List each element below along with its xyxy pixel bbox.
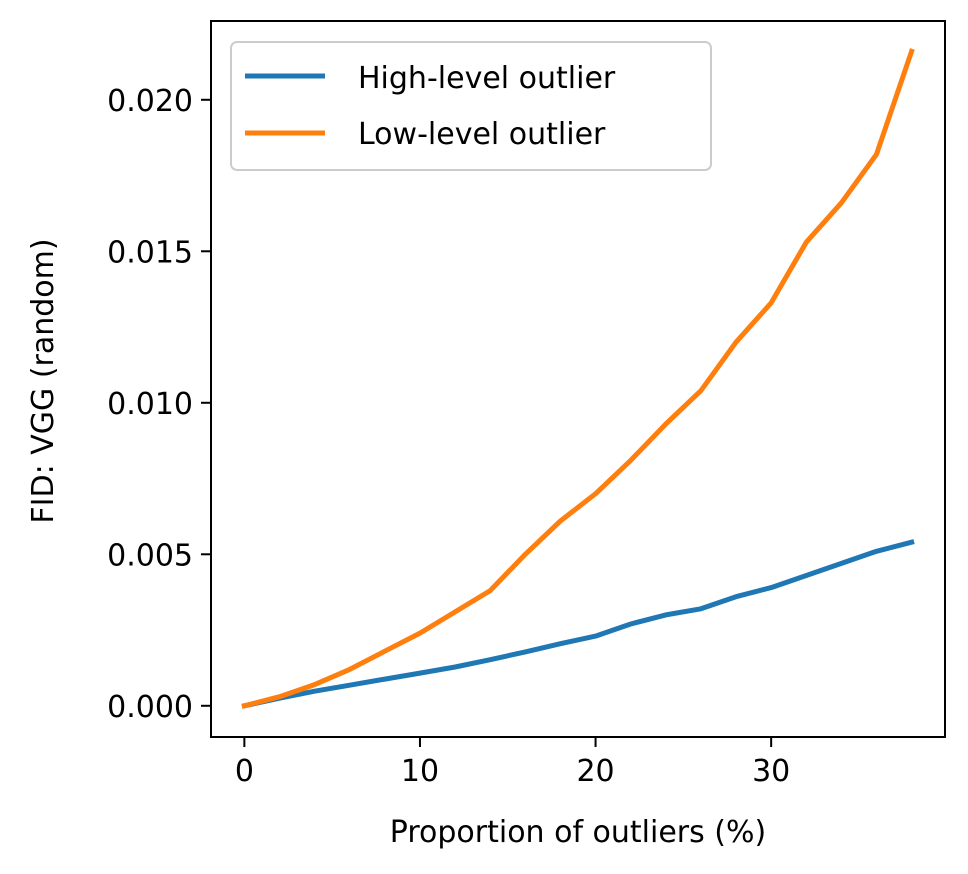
y-tick-label: 0.015 xyxy=(107,235,193,270)
x-axis-ticks: 0 10 20 30 xyxy=(235,737,790,789)
x-tick-label: 10 xyxy=(401,754,439,789)
x-axis-label: Proportion of outliers (%) xyxy=(390,815,766,850)
legend-label-high-level: High-level outlier xyxy=(358,61,616,96)
y-axis-label: FID: VGG (random) xyxy=(26,238,61,523)
y-tick-label: 0.010 xyxy=(107,387,193,422)
y-axis-ticks: 0.000 0.005 0.010 0.015 0.020 xyxy=(107,84,211,725)
legend-box xyxy=(230,41,712,171)
plot-frame xyxy=(210,20,946,738)
x-tick-label: 30 xyxy=(752,754,790,789)
series-line-0 xyxy=(241,539,915,709)
y-tick-label: 0.000 xyxy=(107,690,193,725)
legend: High-level outlier Low-level outlier xyxy=(230,41,712,171)
y-tick-label: 0.020 xyxy=(107,84,193,119)
series-layer xyxy=(241,48,915,709)
x-tick-label: 20 xyxy=(576,754,614,789)
x-tick-label: 0 xyxy=(235,754,254,789)
series-line-1 xyxy=(241,48,915,709)
y-tick-label: 0.005 xyxy=(107,538,193,573)
legend-label-low-level: Low-level outlier xyxy=(358,117,606,152)
